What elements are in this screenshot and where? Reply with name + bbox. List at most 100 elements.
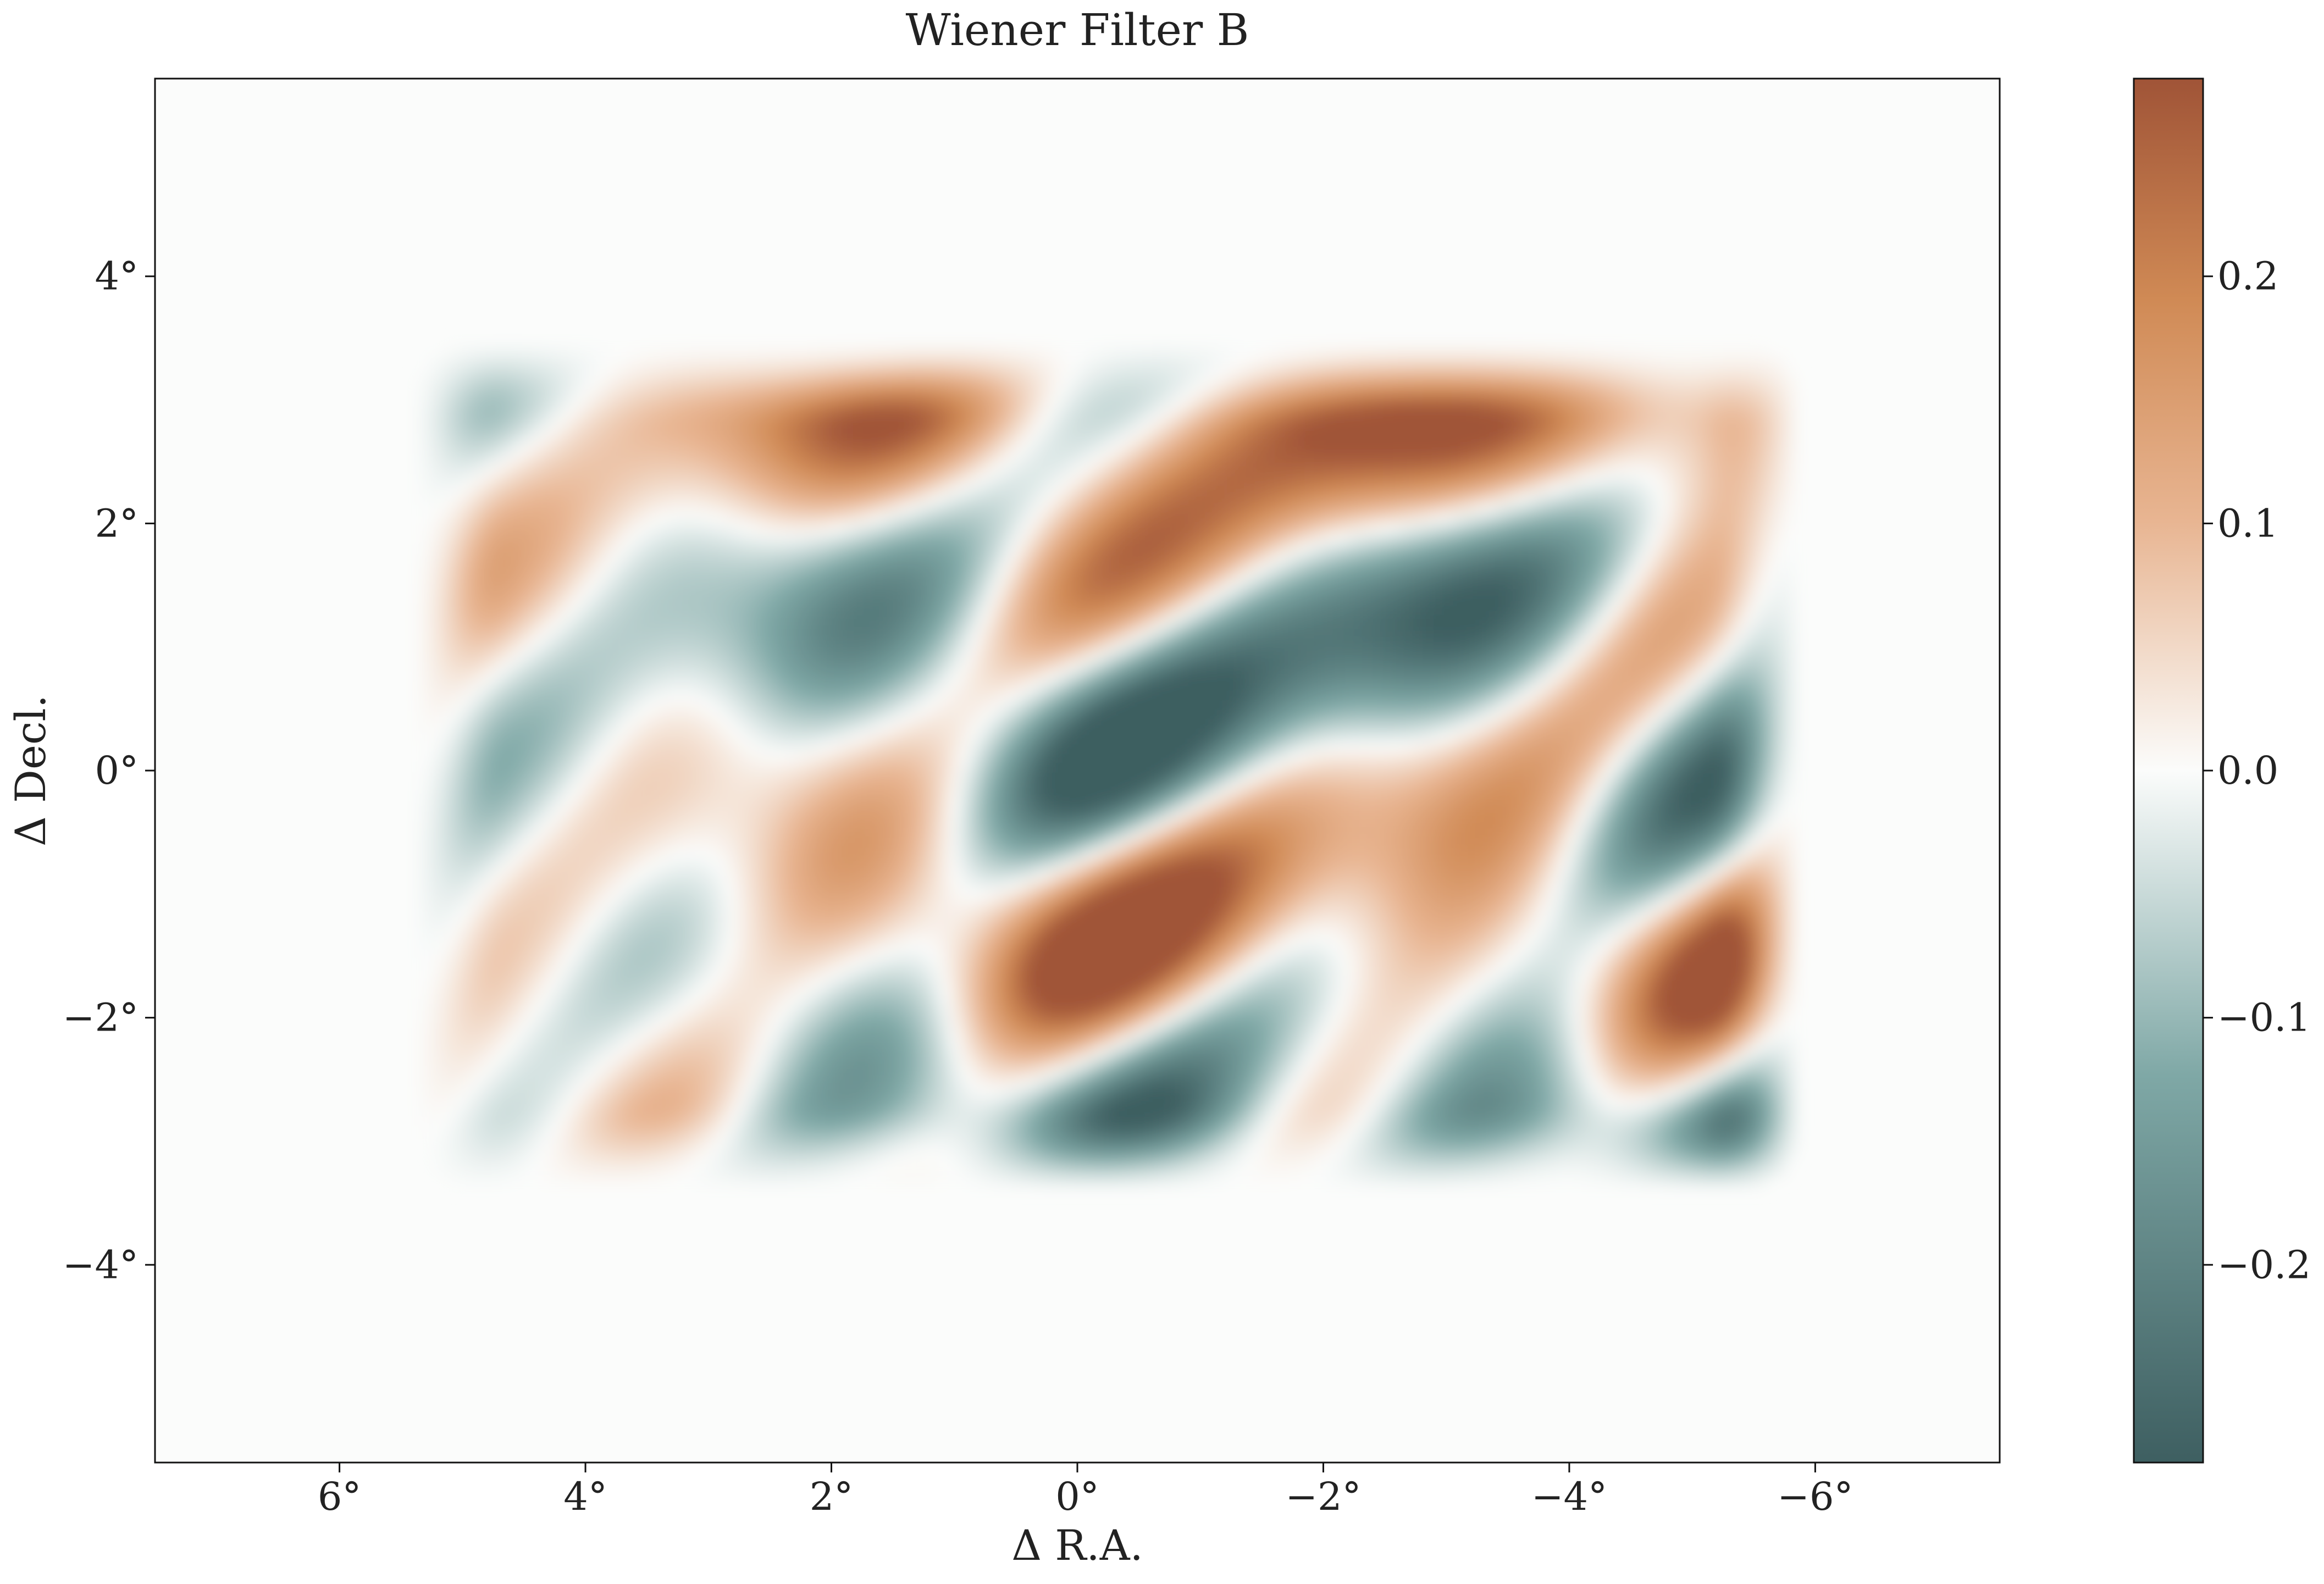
heatmap-cell	[1756, 869, 1767, 880]
heatmap-cell	[1244, 1057, 1255, 1068]
heatmap-cell	[1490, 553, 1501, 564]
heatmap-cell	[1500, 810, 1511, 821]
heatmap-cell	[1421, 1106, 1432, 1117]
heatmap-cell	[1225, 849, 1236, 860]
heatmap-cell	[1608, 543, 1619, 554]
heatmap-cell	[1717, 484, 1728, 495]
heatmap-cell	[1648, 1136, 1658, 1147]
heatmap-cell	[1283, 721, 1294, 732]
heatmap-cell	[1293, 622, 1304, 633]
heatmap-cell	[1470, 849, 1481, 860]
heatmap-cell	[1412, 899, 1423, 910]
heatmap-cell	[1421, 523, 1432, 534]
heatmap-cell	[1274, 1047, 1285, 1058]
heatmap-cell	[1717, 948, 1728, 959]
heatmap-cell	[1608, 1057, 1619, 1068]
heatmap-cell	[1677, 819, 1688, 830]
heatmap-cell	[1608, 928, 1619, 939]
heatmap-cell	[1333, 622, 1344, 633]
heatmap-cell	[1697, 869, 1708, 880]
heatmap-cell	[1658, 405, 1668, 416]
heatmap-cell	[1264, 701, 1275, 712]
heatmap-cell	[1373, 1106, 1383, 1117]
heatmap-cell	[1313, 909, 1324, 920]
heatmap-cell	[1775, 652, 1786, 663]
heatmap-cell	[1540, 899, 1551, 910]
heatmap-cell	[1608, 682, 1619, 693]
heatmap-cell	[1589, 948, 1600, 959]
heatmap-cell	[1431, 1146, 1442, 1157]
heatmap-cell	[1540, 523, 1551, 534]
heatmap-cell	[1569, 424, 1580, 435]
heatmap-cell	[1333, 1146, 1344, 1157]
heatmap-cell	[1589, 464, 1600, 475]
heatmap-cell	[1412, 454, 1423, 465]
heatmap-cell	[1382, 355, 1393, 366]
heatmap-cell	[1520, 444, 1531, 455]
heatmap-cell	[1589, 711, 1600, 722]
heatmap-cell	[1441, 632, 1452, 643]
heatmap-cell	[1638, 810, 1649, 821]
heatmap-cell	[1500, 1116, 1511, 1127]
heatmap-cell	[1628, 642, 1639, 653]
heatmap-cell	[1373, 444, 1383, 455]
heatmap-cell	[1470, 938, 1481, 949]
heatmap-cell	[1313, 612, 1324, 623]
heatmap-cell	[1550, 1166, 1560, 1177]
heatmap-cell	[1461, 365, 1471, 376]
heatmap-cell	[1480, 869, 1491, 880]
heatmap-cell	[1520, 464, 1531, 475]
heatmap-cell	[1766, 928, 1777, 939]
heatmap-cell	[1225, 622, 1236, 633]
heatmap-cell	[1618, 494, 1629, 505]
heatmap-cell	[1707, 691, 1718, 702]
heatmap-cell	[1363, 503, 1373, 514]
heatmap-cell	[1392, 819, 1403, 830]
heatmap-cell	[1392, 622, 1403, 633]
heatmap-cell	[1490, 573, 1501, 584]
heatmap-cell	[1451, 533, 1462, 544]
heatmap-cell	[1402, 424, 1413, 435]
heatmap-cell	[1480, 968, 1491, 979]
heatmap-cell	[1470, 1067, 1481, 1078]
heatmap-cell	[1785, 879, 1796, 890]
heatmap-cell	[1402, 1087, 1413, 1098]
heatmap-cell	[1618, 424, 1629, 435]
heatmap-cell	[1736, 741, 1747, 751]
heatmap-cell	[1333, 1166, 1344, 1177]
heatmap-cell	[1392, 909, 1403, 920]
heatmap-cell	[1717, 345, 1728, 356]
heatmap-cell	[1618, 711, 1629, 722]
heatmap-cell	[1785, 790, 1796, 801]
heatmap-cell	[1235, 395, 1246, 406]
heatmap-cell	[1461, 1146, 1471, 1157]
heatmap-cell	[1707, 662, 1718, 673]
heatmap-cell	[1648, 1126, 1658, 1137]
heatmap-cell	[1510, 464, 1521, 475]
heatmap-cell	[1470, 395, 1481, 406]
heatmap-cell	[1313, 1176, 1324, 1187]
heatmap-cell	[1756, 889, 1767, 900]
heatmap-cell	[1333, 810, 1344, 821]
heatmap-cell	[1343, 513, 1354, 524]
heatmap-cell	[1303, 662, 1314, 673]
heatmap-cell	[1540, 849, 1551, 860]
heatmap-cell	[1451, 642, 1462, 653]
heatmap-cell	[1510, 849, 1521, 860]
heatmap-cell	[1254, 1007, 1265, 1018]
heatmap-cell	[1589, 761, 1600, 771]
heatmap-cell	[1648, 909, 1658, 920]
heatmap-cell	[1598, 1067, 1609, 1078]
heatmap-cell	[1235, 771, 1246, 781]
heatmap-cell	[1480, 414, 1491, 425]
heatmap-cell	[1293, 583, 1304, 594]
heatmap-cell	[1274, 918, 1285, 929]
heatmap-cell	[1677, 642, 1688, 653]
heatmap-cell	[1235, 1106, 1246, 1117]
heatmap-cell	[1618, 889, 1629, 900]
heatmap-cell	[1293, 780, 1304, 791]
heatmap-cell	[1658, 602, 1668, 613]
heatmap-cell	[1727, 1087, 1738, 1098]
heatmap-cell	[1373, 602, 1383, 613]
heatmap-cell	[1215, 1136, 1226, 1147]
